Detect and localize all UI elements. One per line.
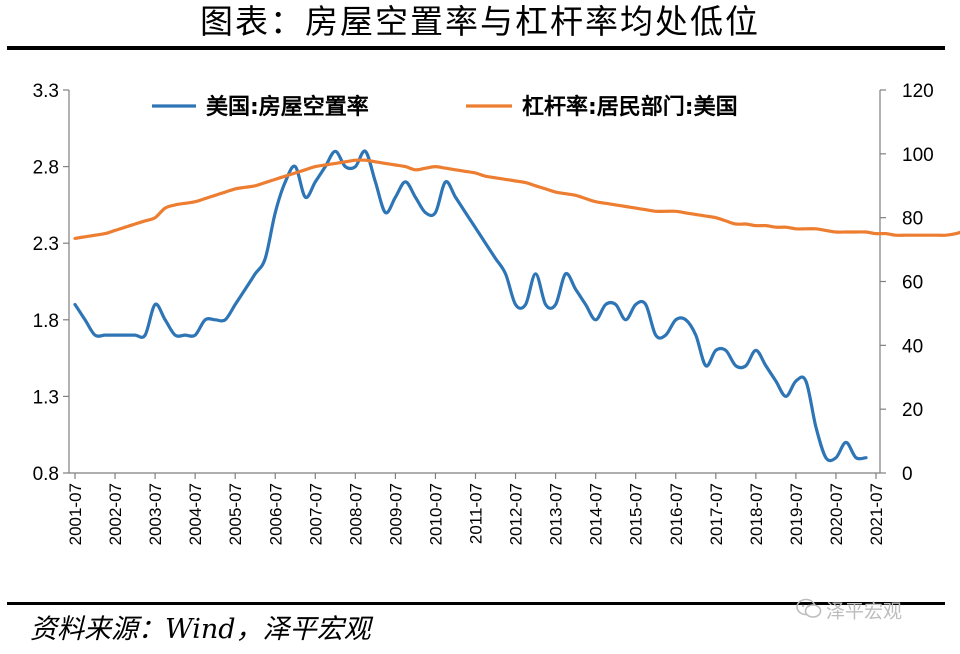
x-tick-label: 2006-07	[266, 483, 285, 545]
source-rule	[7, 602, 945, 605]
legend-label: 杠杆率:居民部门:美国	[522, 94, 738, 120]
x-tick-label: 2005-07	[226, 483, 245, 545]
x-tick-label: 2016-07	[667, 483, 686, 545]
x-tick-label: 2014-07	[587, 483, 606, 545]
source-note: 资料来源：Wind，泽平宏观	[30, 614, 371, 645]
x-tick-label: 2009-07	[386, 483, 405, 545]
wechat-icon	[796, 598, 822, 626]
y-left-tick-label: 2.8	[33, 158, 59, 179]
legend-label: 美国:房屋空置率	[206, 94, 369, 120]
y-right-tick-label: 60	[902, 273, 923, 294]
y-left-tick-label: 1.3	[33, 387, 59, 408]
x-tick-label: 2010-07	[426, 483, 445, 545]
x-tick-label: 2008-07	[346, 483, 365, 545]
x-tick-label: 2002-07	[106, 483, 125, 545]
title-rule	[7, 46, 945, 50]
y-right-tick-label: 80	[902, 209, 923, 230]
x-tick-label: 2019-07	[787, 483, 806, 545]
y-left-tick-label: 0.8	[33, 464, 59, 485]
x-tick-label: 2001-07	[66, 483, 85, 545]
y-right-tick-label: 40	[902, 336, 923, 357]
watermark: 泽平宏观	[796, 598, 902, 626]
y-left-tick-label: 1.8	[33, 311, 59, 332]
x-tick-label: 2017-07	[707, 483, 726, 545]
household-leverage-line	[73, 158, 960, 240]
x-tick-label: 2020-07	[827, 483, 846, 545]
vacancy-rate-line	[73, 149, 868, 463]
y-left-tick-label: 3.3	[33, 81, 59, 102]
x-tick-label: 2013-07	[547, 483, 566, 545]
x-tick-label: 2012-07	[507, 483, 526, 545]
y-right-tick-label: 100	[902, 145, 934, 166]
x-tick-label: 2007-07	[306, 483, 325, 545]
x-tick-label: 2011-07	[467, 483, 486, 544]
chart-title: 图表：房屋空置率与杠杆率均处低位	[200, 2, 760, 41]
x-tick-label: 2003-07	[146, 483, 165, 545]
y-right-tick-label: 120	[902, 81, 934, 102]
y-left-tick-label: 2.3	[33, 234, 59, 255]
x-tick-label: 2004-07	[186, 483, 205, 545]
x-tick-label: 2015-07	[627, 483, 646, 545]
watermark-text: 泽平宏观	[826, 600, 903, 623]
y-right-tick-label: 0	[902, 464, 913, 485]
x-tick-label: 2021-07	[867, 483, 886, 545]
chart-area: 0.8 1.3 1.8 2.3 2.8 3.3 0 20 40 60 80 100 120 2001-07…	[33, 81, 960, 545]
y-right-tick-label: 20	[902, 400, 923, 421]
x-tick-label: 2018-07	[747, 483, 766, 545]
